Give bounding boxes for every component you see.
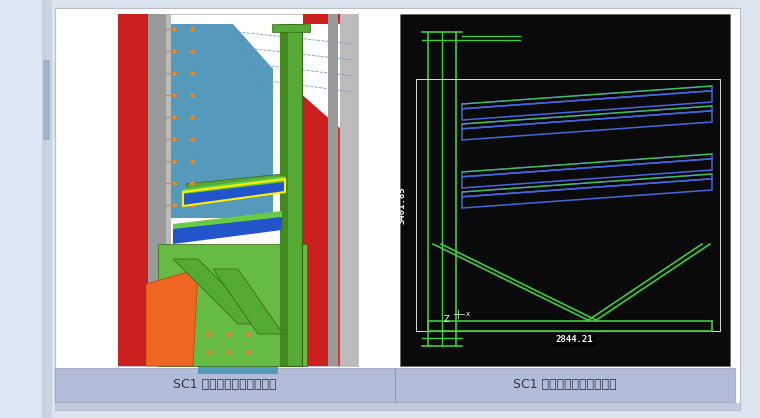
Polygon shape [146, 269, 198, 366]
Bar [552, 334, 596, 346]
Bar [333, 19, 355, 366]
Polygon shape [173, 259, 263, 324]
Text: x: x [466, 311, 470, 317]
Bar [55, 403, 740, 410]
Bar [42, 0, 52, 418]
Polygon shape [183, 176, 285, 194]
Polygon shape [158, 244, 307, 366]
Polygon shape [186, 172, 302, 202]
Text: Z: Z [443, 316, 449, 324]
Polygon shape [171, 24, 273, 218]
Polygon shape [213, 269, 283, 334]
Bar [280, 24, 302, 366]
Polygon shape [233, 24, 358, 144]
Polygon shape [183, 179, 285, 206]
Bar [118, 14, 358, 366]
Bar [166, 14, 171, 366]
Text: 2844.21: 2844.21 [556, 336, 593, 344]
Bar [272, 24, 310, 32]
Text: 3401.85: 3401.85 [397, 186, 407, 224]
Polygon shape [173, 214, 282, 244]
Bar [148, 14, 166, 366]
Polygon shape [173, 211, 282, 229]
Bar [0, 0, 52, 418]
Bar [43, 60, 50, 140]
Bar [198, 324, 278, 374]
Bar [328, 14, 338, 366]
Bar [118, 14, 148, 366]
Text: SC1 伸臂桁架上弦节点大样: SC1 伸臂桁架上弦节点大样 [173, 379, 277, 392]
Bar [303, 14, 358, 366]
Bar [340, 14, 358, 366]
Bar [400, 14, 730, 366]
Bar [280, 24, 288, 366]
Text: SC1 伸臂桁架上弦节点尺寸: SC1 伸臂桁架上弦节点尺寸 [513, 379, 617, 392]
Bar [55, 368, 735, 402]
